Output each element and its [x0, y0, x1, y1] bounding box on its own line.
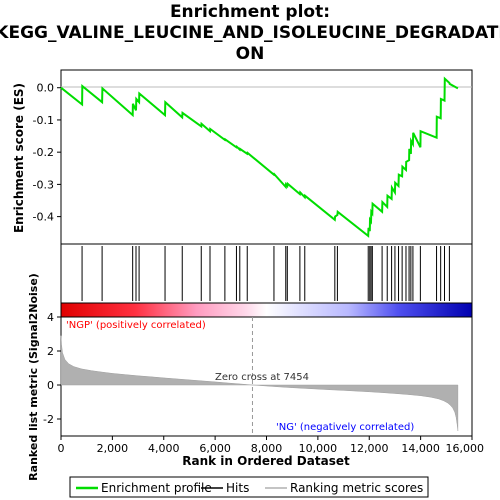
- metric-y-axis-label: Ranked list metric (Signal2Noise): [27, 273, 40, 481]
- x-tick-label: 12,000: [350, 442, 389, 455]
- x-tick-label: 10,000: [299, 442, 338, 455]
- x-tick-label: 14,000: [401, 442, 440, 455]
- x-tick-label: 0: [58, 442, 65, 455]
- legend: Enrichment profile Hits Ranking metric s…: [69, 476, 429, 498]
- es-y-tick-label: 0.0: [37, 82, 55, 95]
- es-y-tick-label: -0.4: [33, 211, 54, 224]
- enrichment-profile-line: [60, 76, 459, 238]
- hits-panel-frame: [60, 243, 473, 304]
- metric-y-tick-label: -2: [43, 413, 54, 426]
- legend-box: [69, 476, 429, 498]
- x-tick-label: 4,000: [148, 442, 180, 455]
- chart-title-line-2: KEGG_VALINE_LEUCINE_AND_ISOLEUCINE_DEGRA…: [0, 23, 500, 43]
- chart-title-line-3: ON: [236, 44, 265, 64]
- negative-correlation-label: 'NG' (negatively correlated): [276, 422, 414, 433]
- metric-y-tick-label: 4: [47, 311, 54, 324]
- positive-correlation-label: 'NGP' (positively correlated): [66, 320, 206, 331]
- metric-y-tick-label: 0: [47, 379, 54, 392]
- x-tick-label: 8,000: [251, 442, 283, 455]
- x-tick-label: 16,000: [446, 442, 485, 455]
- es-y-tick-label: -0.3: [33, 178, 54, 191]
- es-y-axis-label: Enrichment score (ES): [12, 83, 26, 233]
- enrichment-plot-frame: [60, 69, 473, 245]
- chart-title-line-1: Enrichment plot:: [170, 2, 330, 22]
- hits-marks: [81, 246, 450, 301]
- metric-y-axis: 4 2 0 -2: [43, 311, 61, 426]
- es-y-tick-label: -0.2: [33, 146, 54, 159]
- zero-cross-label: Zero cross at 7454: [215, 372, 309, 383]
- metric-y-tick-label: 2: [47, 345, 54, 358]
- legend-enrichment-profile-label: Enrichment profile: [101, 481, 212, 495]
- legend-ranking-metric-label: Ranking metric scores: [290, 481, 423, 495]
- rank-x-axis: 0 2,000 4,000 6,000 8,000 10,000 12,000 14,000 1…: [58, 436, 485, 455]
- es-y-axis: 0.0 -0.1 -0.2 -0.3 -0.4: [33, 82, 61, 224]
- es-y-tick-label: -0.1: [33, 114, 54, 127]
- x-tick-label: 6,000: [199, 442, 231, 455]
- x-tick-label: 2,000: [97, 442, 129, 455]
- legend-hits-label: Hits: [226, 481, 249, 495]
- x-axis-label: Rank in Ordered Dataset: [182, 454, 350, 468]
- ranked-metric-area: [60, 335, 459, 431]
- rank-color-bar: [60, 302, 473, 318]
